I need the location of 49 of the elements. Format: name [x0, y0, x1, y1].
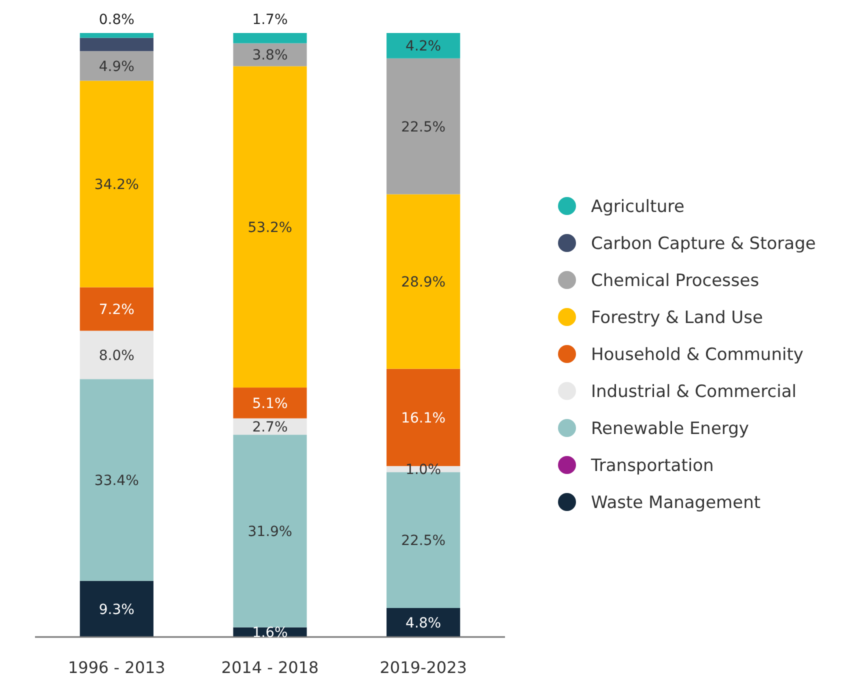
- data-label: 33.4%: [94, 472, 139, 489]
- bar: [80, 38, 154, 52]
- x-tick-label: 2014 - 2018: [221, 658, 319, 677]
- bar: [386, 194, 460, 369]
- data-label: 53.2%: [248, 220, 292, 236]
- bar: [386, 33, 460, 58]
- legend-label: Chemical Processes: [591, 271, 760, 291]
- data-label: 34.2%: [94, 177, 139, 193]
- data-label: 4.9%: [98, 58, 134, 75]
- bar: [80, 330, 154, 380]
- data-label: 16.1%: [401, 410, 446, 426]
- bar: [80, 287, 154, 331]
- data-label: 5.1%: [252, 396, 288, 412]
- x-tick-label: 2019-2023: [380, 658, 467, 677]
- bar: [233, 388, 307, 418]
- bar: [80, 379, 154, 581]
- bar: [386, 58, 460, 194]
- bar: [386, 608, 460, 637]
- data-label: 1.0%: [406, 462, 442, 478]
- legend-label: Forestry & Land Use: [591, 308, 763, 328]
- data-label: 8.0%: [98, 348, 134, 364]
- bar: [80, 33, 154, 38]
- legend-label: Agriculture: [591, 197, 684, 217]
- data-label: 0.8%: [98, 12, 134, 28]
- data-label: 22.5%: [401, 533, 446, 550]
- legend-label: Carbon Capture & Storage: [591, 234, 816, 254]
- legend-label: Industrial & Commercial: [591, 382, 796, 402]
- legend-label: Transportation: [590, 456, 714, 476]
- bar: [233, 434, 307, 628]
- bar: [80, 580, 154, 637]
- bar: [80, 80, 154, 288]
- data-label: 28.9%: [401, 274, 446, 291]
- data-label: 31.9%: [248, 524, 292, 540]
- bar: [80, 51, 154, 81]
- bar: [233, 33, 307, 44]
- legend-label: Renewable Energy: [591, 419, 749, 439]
- data-label: 3.8%: [252, 48, 288, 64]
- x-tick-label: 1996 - 2013: [68, 658, 166, 677]
- data-label: 4.2%: [406, 38, 442, 55]
- data-label: 22.5%: [401, 119, 446, 136]
- data-label: 1.6%: [252, 625, 288, 642]
- data-label: 9.3%: [98, 602, 134, 618]
- data-label: 4.8%: [406, 616, 442, 632]
- legend-label: Waste Management: [591, 493, 761, 513]
- data-label: 1.7%: [252, 12, 288, 28]
- data-label: 2.7%: [252, 420, 288, 436]
- data-label: 7.2%: [98, 302, 134, 318]
- legend-label: Household & Community: [591, 345, 804, 365]
- bar: [233, 66, 307, 388]
